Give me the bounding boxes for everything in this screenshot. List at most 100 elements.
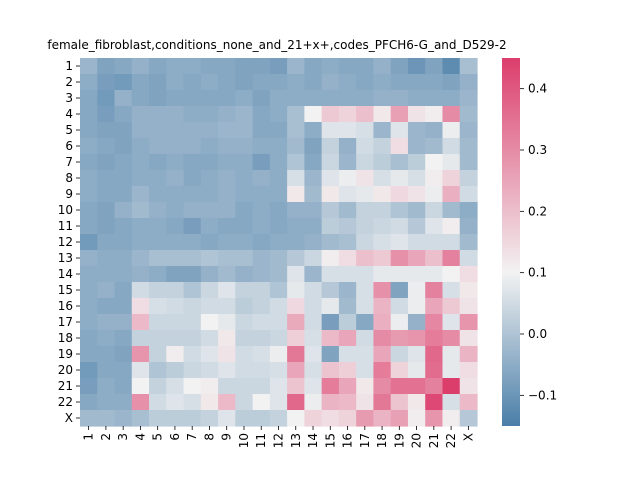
heatmap-cell <box>149 378 167 395</box>
colorbar-ticks: −0.1 0.0 0.1 0.2 0.3 0.4 <box>520 82 557 402</box>
heatmap-cell <box>149 90 167 107</box>
heatmap-cell <box>338 282 357 299</box>
col-tick-label: 21 <box>427 433 441 448</box>
heatmap-cell <box>425 250 444 267</box>
heatmap-cell <box>114 74 133 91</box>
heatmap-cell <box>304 378 323 395</box>
row-tick-label: 20 <box>58 363 73 377</box>
heatmap-cell <box>304 314 323 331</box>
heatmap-cell <box>321 74 340 91</box>
heatmap-cell <box>183 298 202 315</box>
heatmap-cell <box>183 394 202 411</box>
heatmap-cell <box>304 330 323 347</box>
col-tick-label: 2 <box>99 433 113 441</box>
heatmap-cell <box>287 346 305 363</box>
heatmap-cell <box>287 218 305 235</box>
col-tick-label: 22 <box>444 433 458 448</box>
heatmap-cell <box>304 346 323 363</box>
heatmap-cell <box>114 154 133 171</box>
heatmap-cell <box>390 90 409 107</box>
heatmap-cell <box>183 234 202 251</box>
heatmap-cell <box>287 410 305 427</box>
heatmap-cell <box>97 330 116 347</box>
heatmap-cell <box>338 74 357 91</box>
heatmap-cell <box>442 330 461 347</box>
col-tick-label: 17 <box>358 433 372 448</box>
heatmap-cell <box>442 346 461 363</box>
heatmap-cell <box>356 266 375 283</box>
col-tick-label: 3 <box>116 433 130 441</box>
row-tick-label: 21 <box>58 379 73 393</box>
heatmap-cell <box>356 362 375 379</box>
col-tick-label: 19 <box>392 433 406 448</box>
row-tick-label: 19 <box>58 347 73 361</box>
heatmap-cell <box>218 138 236 155</box>
heatmap-cell <box>200 378 219 395</box>
heatmap-cell <box>114 298 133 315</box>
heatmap-cell <box>252 106 271 123</box>
heatmap-cell <box>218 330 236 347</box>
heatmap-cell <box>183 58 202 75</box>
heatmap-cell <box>166 186 185 203</box>
heatmap-cell <box>321 218 340 235</box>
heatmap-cell <box>166 234 185 251</box>
heatmap-cell <box>338 346 357 363</box>
heatmap-cell <box>97 378 116 395</box>
heatmap-cell <box>321 282 340 299</box>
heatmap-cell <box>235 378 254 395</box>
heatmap-cell <box>269 218 288 235</box>
heatmap-cell <box>131 346 150 363</box>
heatmap-cell <box>218 378 236 395</box>
heatmap-cell <box>338 330 357 347</box>
heatmap-cell <box>390 282 409 299</box>
col-tick-label: 13 <box>289 433 303 448</box>
heatmap-cell <box>235 250 254 267</box>
heatmap-cell <box>425 170 444 187</box>
heatmap-cell <box>80 378 98 395</box>
heatmap-cell <box>269 74 288 91</box>
col-tick-label: 7 <box>185 433 199 441</box>
heatmap-cell <box>97 282 116 299</box>
heatmap-cell <box>321 138 340 155</box>
row-tick-label: 2 <box>65 75 73 89</box>
heatmap-cell <box>425 266 444 283</box>
heatmap-cell <box>166 394 185 411</box>
heatmap-cell <box>304 234 323 251</box>
heatmap-cell <box>97 266 116 283</box>
heatmap-cell <box>407 378 426 395</box>
heatmap-cell <box>321 186 340 203</box>
heatmap-cell <box>459 186 478 203</box>
row-tick-label: 18 <box>58 331 73 345</box>
heatmap-cell <box>321 202 340 219</box>
heatmap-cell <box>131 362 150 379</box>
heatmap-cell <box>269 170 288 187</box>
heatmap-cell <box>235 186 254 203</box>
heatmap-cell <box>252 410 271 427</box>
heatmap-cell <box>442 298 461 315</box>
heatmap-cell <box>80 218 98 235</box>
col-tick-label: 9 <box>220 433 234 441</box>
heatmap-cell <box>338 266 357 283</box>
heatmap-cell <box>235 314 254 331</box>
heatmap-cell <box>218 202 236 219</box>
heatmap-cell <box>252 58 271 75</box>
heatmap-cell <box>442 282 461 299</box>
heatmap-cell <box>304 90 323 107</box>
heatmap-cell <box>356 170 375 187</box>
heatmap-cell <box>80 154 98 171</box>
heatmap-cell <box>131 154 150 171</box>
heatmap-cell <box>373 202 392 219</box>
heatmap-cell <box>166 154 185 171</box>
heatmap-cell <box>200 266 219 283</box>
heatmap-cell <box>304 154 323 171</box>
heatmap-cell <box>304 122 323 139</box>
heatmap-cell <box>131 266 150 283</box>
heatmap-cell <box>425 378 444 395</box>
heatmap-cell <box>218 74 236 91</box>
heatmap-cell <box>97 122 116 139</box>
heatmap-cell <box>459 410 478 427</box>
heatmap-cell <box>373 218 392 235</box>
heatmap-cell <box>287 394 305 411</box>
heatmap-cell <box>459 330 478 347</box>
